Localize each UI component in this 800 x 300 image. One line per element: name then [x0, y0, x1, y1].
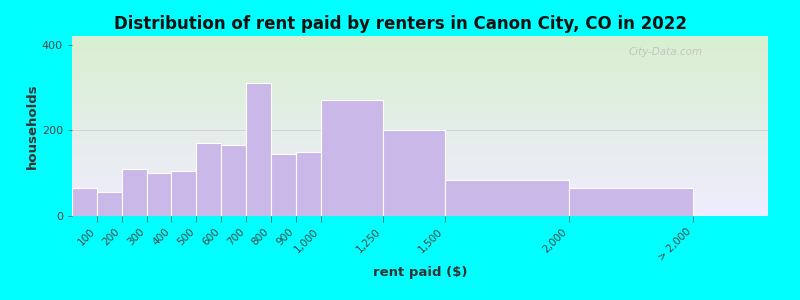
Bar	[122, 169, 146, 216]
Bar	[146, 173, 171, 216]
Bar	[196, 143, 221, 216]
Bar	[382, 130, 445, 216]
Bar	[445, 180, 569, 216]
Bar	[72, 188, 97, 216]
Bar	[221, 145, 246, 216]
Bar	[321, 100, 382, 216]
Bar	[271, 154, 296, 216]
Bar	[246, 83, 271, 216]
Bar	[97, 192, 122, 216]
X-axis label: rent paid ($): rent paid ($)	[373, 266, 467, 279]
Bar	[569, 188, 694, 216]
Bar	[296, 152, 321, 216]
Text: Distribution of rent paid by renters in Canon City, CO in 2022: Distribution of rent paid by renters in …	[114, 15, 686, 33]
Bar	[171, 171, 196, 216]
Y-axis label: households: households	[26, 83, 39, 169]
Text: City-Data.com: City-Data.com	[629, 47, 703, 57]
